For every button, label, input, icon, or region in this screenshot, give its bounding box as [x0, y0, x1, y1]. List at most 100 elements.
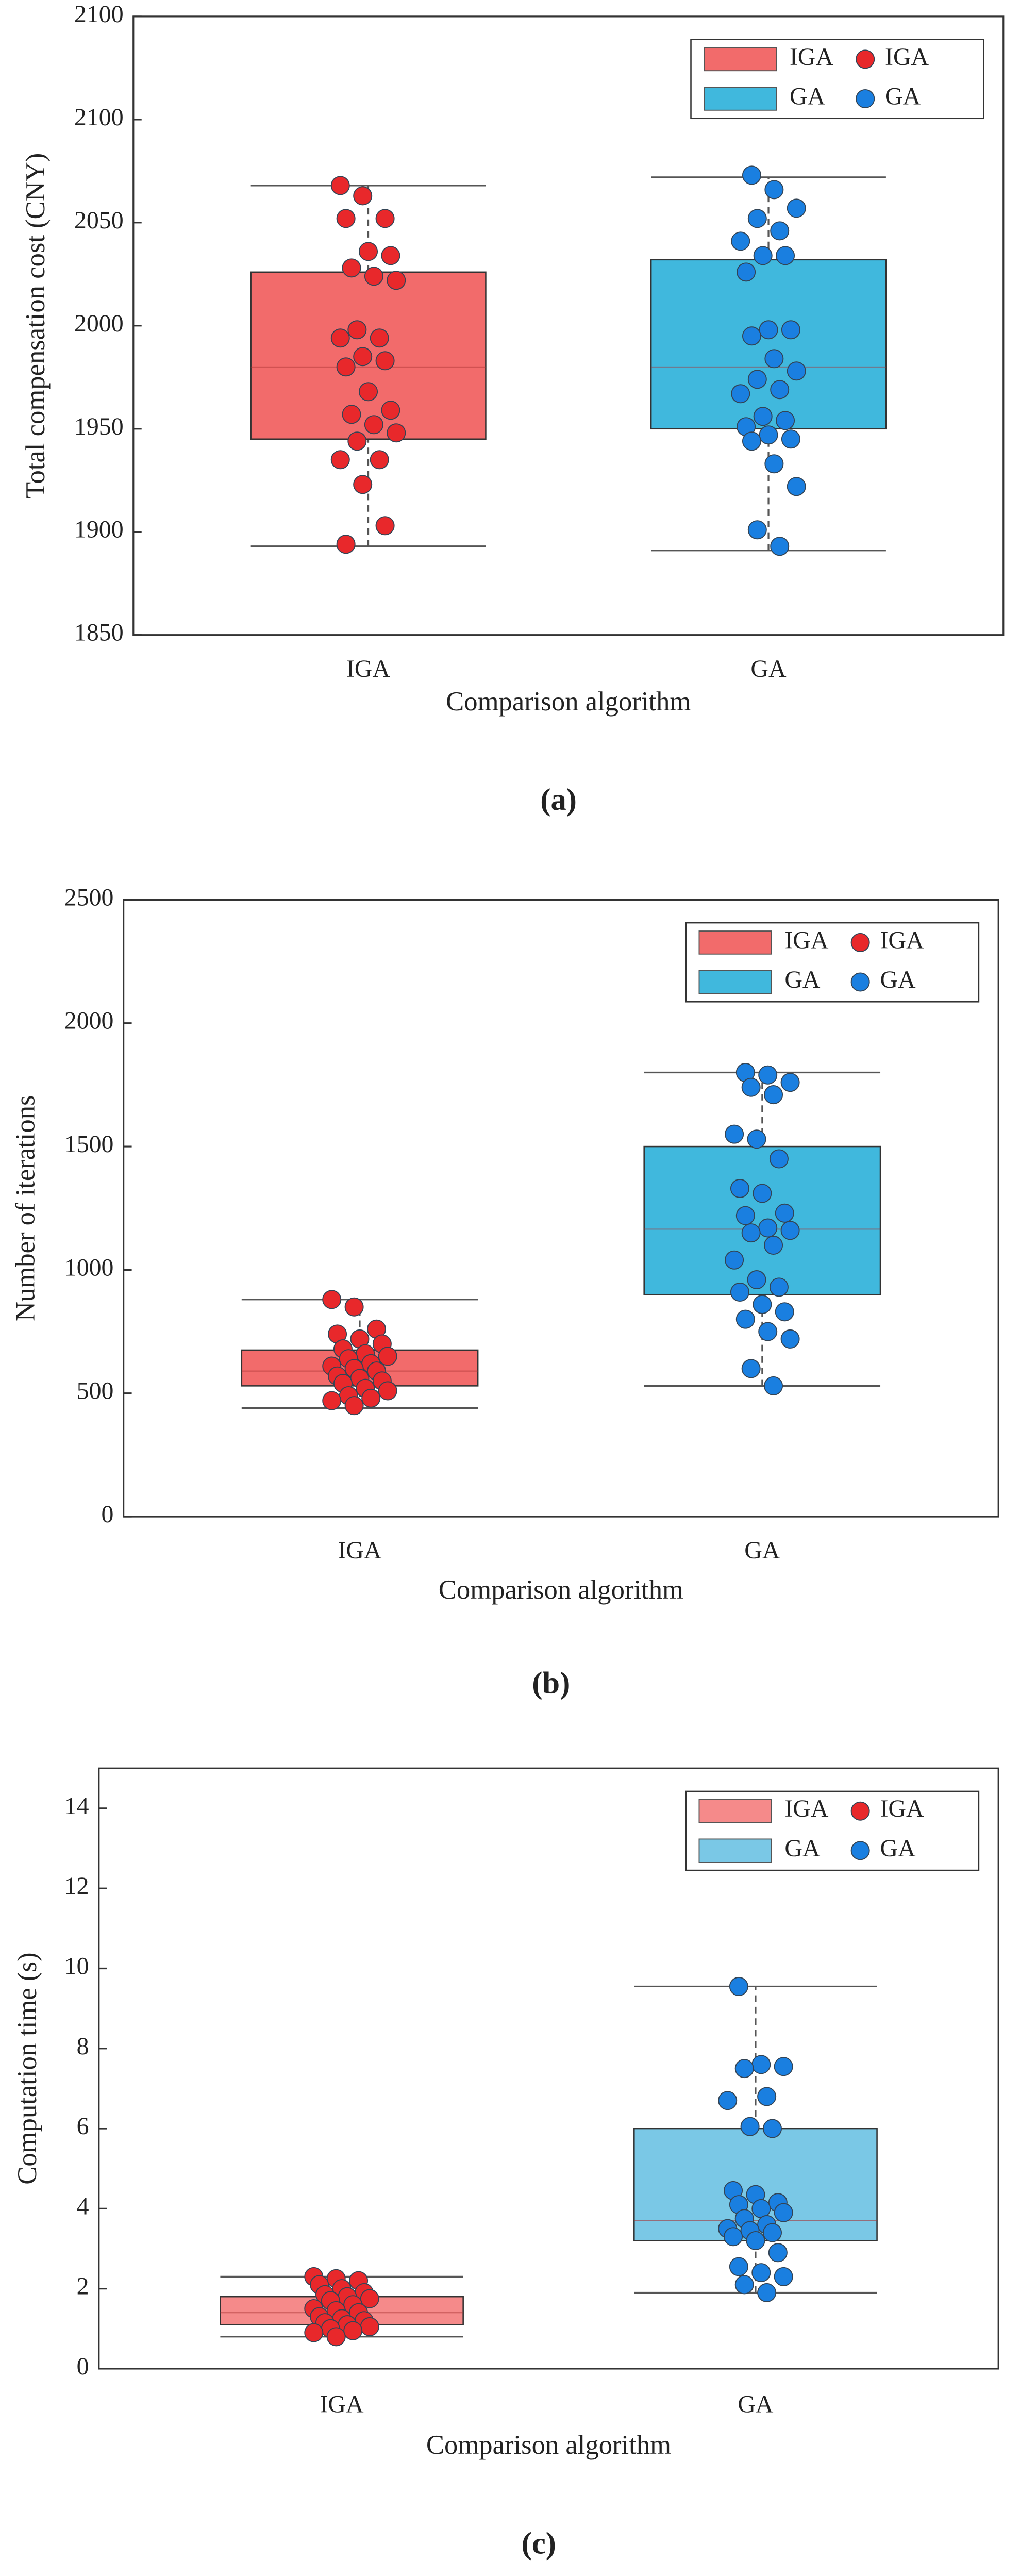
legend-marker — [856, 49, 875, 69]
data-point — [751, 2199, 771, 2218]
legend-marker — [850, 972, 870, 992]
y-tick-label: 2050 — [74, 207, 124, 234]
legend-label: IGA — [880, 926, 924, 954]
x-axis-label: Comparison algorithm — [439, 1575, 683, 1605]
data-point — [758, 1218, 778, 1238]
legend-label: GA — [784, 966, 821, 993]
data-point — [342, 258, 361, 278]
data-point — [737, 262, 756, 282]
data-point — [787, 361, 806, 381]
data-point — [740, 2117, 760, 2136]
legend-marker — [850, 1801, 870, 1821]
data-point — [322, 1391, 342, 1410]
data-point — [353, 347, 373, 367]
y-tick-label: 1950 — [74, 413, 124, 440]
data-point — [364, 267, 383, 286]
data-point — [757, 2283, 777, 2302]
data-point — [731, 384, 750, 404]
data-point — [762, 2223, 782, 2242]
legend-label: IGA — [784, 1795, 829, 1822]
legend-swatch — [704, 87, 777, 111]
data-point — [336, 209, 356, 228]
data-point — [730, 1282, 749, 1302]
data-point — [742, 326, 761, 346]
data-point — [360, 2289, 379, 2308]
data-point — [770, 221, 790, 241]
data-point — [741, 1077, 761, 1097]
data-point — [764, 1236, 783, 1255]
data-point — [759, 320, 778, 340]
data-point — [774, 2267, 793, 2286]
data-point — [764, 1085, 783, 1105]
y-tick-label: 0 — [77, 2353, 89, 2380]
y-tick-label: 1500 — [64, 1131, 114, 1158]
data-point — [747, 520, 767, 540]
y-tick-label: 12 — [64, 1872, 89, 1900]
data-point — [387, 271, 406, 290]
data-point — [343, 2321, 363, 2340]
y-tick-label: 2 — [77, 2273, 89, 2300]
data-point — [725, 1124, 744, 1144]
data-point — [375, 516, 395, 536]
data-point — [764, 1376, 783, 1395]
data-point — [342, 405, 361, 424]
data-point — [330, 176, 350, 195]
legend-label: GA — [784, 1835, 821, 1862]
plot-frame — [98, 1767, 999, 2370]
data-point — [770, 380, 790, 400]
data-point — [776, 411, 795, 430]
legend-marker — [856, 89, 875, 108]
data-point — [780, 1221, 800, 1240]
data-point — [734, 2059, 754, 2079]
data-point — [753, 407, 773, 426]
data-point — [774, 2057, 793, 2076]
data-point — [735, 1206, 755, 1225]
caption: (c) — [522, 2526, 556, 2561]
data-point — [762, 2119, 782, 2138]
data-point — [322, 1290, 342, 1309]
data-point — [729, 1976, 748, 1996]
data-point — [764, 349, 784, 369]
legend-label: GA — [880, 966, 916, 993]
data-point — [378, 1347, 397, 1366]
data-point — [375, 351, 395, 371]
data-point — [741, 1359, 761, 1378]
data-point — [730, 1178, 749, 1198]
legend-label: IGA — [885, 43, 929, 71]
y-tick-label: 6 — [77, 2113, 89, 2140]
data-point — [336, 357, 356, 377]
y-tick-label: 14 — [64, 1792, 89, 1820]
y-tick-label: 2500 — [64, 884, 114, 911]
data-point — [768, 2243, 788, 2263]
data-point — [781, 429, 800, 449]
y-tick-label: 1900 — [74, 516, 124, 543]
legend-marker — [850, 933, 870, 952]
data-point — [747, 370, 767, 389]
data-point — [757, 2087, 777, 2106]
legend-marker — [850, 1841, 870, 1860]
y-tick-label: 2000 — [64, 1007, 114, 1035]
legend-label: GA — [790, 82, 826, 110]
data-point — [360, 2317, 379, 2336]
data-point — [758, 1322, 778, 1341]
data-point — [734, 2275, 754, 2295]
data-point — [353, 186, 373, 206]
data-point — [304, 2323, 324, 2342]
data-point — [326, 2327, 346, 2347]
y-tick-label: 4 — [77, 2192, 89, 2220]
data-point — [747, 209, 767, 228]
data-point — [776, 246, 795, 265]
data-point — [742, 431, 761, 451]
data-point — [753, 1294, 772, 1314]
legend-swatch — [698, 1799, 772, 1823]
y-tick-label: 0 — [102, 1501, 114, 1528]
legend-label: GA — [885, 82, 921, 110]
data-point — [731, 231, 750, 251]
y-tick-label: 2100 — [74, 104, 124, 131]
x-tick-label: GA — [750, 655, 787, 683]
data-point — [381, 246, 400, 265]
data-point — [359, 382, 378, 402]
data-point — [758, 1065, 778, 1085]
y-tick-label: 10 — [64, 1952, 89, 1980]
